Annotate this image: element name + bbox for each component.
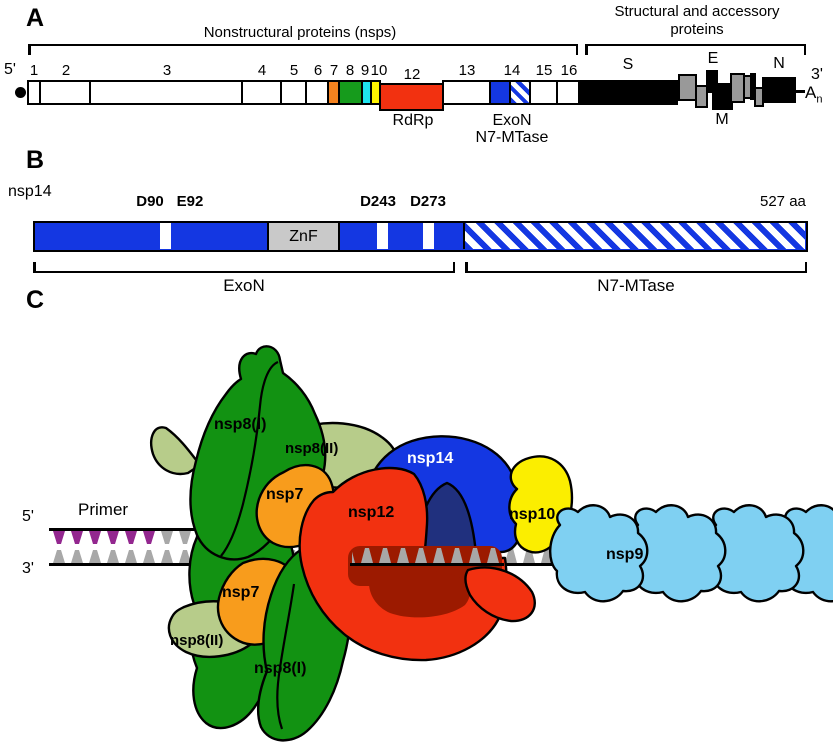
channel-bases bbox=[352, 547, 500, 563]
gap-d243 bbox=[377, 223, 388, 249]
panel-b-letter: B bbox=[26, 146, 45, 174]
orf-number-9: 9 bbox=[360, 62, 370, 79]
residue-e92: E92 bbox=[176, 193, 204, 210]
orf-number-15: 15 bbox=[535, 62, 553, 79]
n7-mtase-bracket bbox=[465, 262, 807, 273]
gap-d90 bbox=[160, 223, 171, 249]
nsp14-bar-label: nsp14 bbox=[8, 183, 52, 200]
orf-number-2: 2 bbox=[61, 62, 71, 79]
genome-three-prime-label: 3' bbox=[811, 66, 823, 83]
znf-label: ZnF bbox=[289, 227, 318, 245]
orf-number-1: 1 bbox=[29, 62, 39, 79]
residue-d90: D90 bbox=[136, 193, 164, 210]
orf-box-6 bbox=[305, 80, 329, 105]
orf-number-12: 12 bbox=[403, 66, 421, 83]
exon-label-a: ExoN bbox=[492, 112, 532, 129]
e-label: E bbox=[707, 50, 719, 67]
template-strand-in-channel bbox=[350, 563, 504, 566]
nsp10-label: nsp10 bbox=[509, 506, 556, 523]
orf-box-16 bbox=[556, 80, 580, 105]
nsp8i-top-label: nsp8(I) bbox=[214, 416, 267, 433]
orf-box-5 bbox=[280, 80, 307, 105]
nsp14-domain-bar: ZnF bbox=[33, 220, 808, 252]
n-label: N bbox=[773, 55, 785, 72]
rdrp-label: RdRp bbox=[392, 112, 434, 129]
nsp8-bottom-finger-contour bbox=[276, 583, 296, 730]
accessory-box-7b bbox=[750, 73, 756, 100]
residue-d273: D273 bbox=[410, 193, 446, 210]
nsp9-label: nsp9 bbox=[606, 546, 644, 563]
residue-d243: D243 bbox=[360, 193, 396, 210]
poly-a-letter: A bbox=[805, 83, 817, 102]
structural-label-line2: proteins bbox=[670, 21, 724, 38]
orf-number-4: 4 bbox=[257, 62, 267, 79]
accessory-box-3b bbox=[695, 85, 708, 108]
panel-a-letter: A bbox=[26, 4, 45, 32]
five-prime-cap-icon bbox=[15, 87, 26, 98]
complex-five-prime-label: 5' bbox=[22, 508, 34, 525]
poly-a-subscript: n bbox=[816, 93, 823, 106]
orf-number-13: 13 bbox=[458, 62, 476, 79]
nsp8i-bottom-label: nsp8(I) bbox=[254, 660, 307, 677]
m-label: M bbox=[715, 111, 729, 128]
nsp14-label: nsp14 bbox=[407, 450, 454, 467]
orf-number-5: 5 bbox=[289, 62, 299, 79]
nsp7-top-label: nsp7 bbox=[266, 486, 304, 503]
orf-number-7: 7 bbox=[329, 62, 339, 79]
znf-domain-box: ZnF bbox=[267, 220, 340, 252]
orf-number-3: 3 bbox=[162, 62, 172, 79]
structural-label-line1: Structural and accessory bbox=[614, 3, 780, 20]
poly-a-connector-line bbox=[794, 90, 805, 93]
structural-bracket bbox=[585, 44, 806, 55]
orf-number-8: 8 bbox=[345, 62, 355, 79]
orf-box-3 bbox=[89, 80, 243, 105]
n7-mtase-label-a: N7-MTase bbox=[475, 129, 549, 146]
orf-box-s bbox=[578, 80, 678, 105]
orf-number-16: 16 bbox=[560, 62, 578, 79]
exon-label-b: ExoN bbox=[223, 276, 265, 295]
nsp12-inner-shadow-shape bbox=[368, 569, 470, 618]
nsp12-label: nsp12 bbox=[348, 504, 395, 521]
orf-number-10: 10 bbox=[370, 62, 388, 79]
nsps-bracket bbox=[28, 44, 578, 55]
nsp8ii-top-label: nsp8(II) bbox=[285, 440, 339, 457]
exon-bracket bbox=[33, 262, 455, 273]
nsp12-lower-lobe-shape bbox=[464, 566, 536, 623]
nsp8ii-top-left-flap-shape bbox=[150, 426, 202, 476]
orf-box-15 bbox=[529, 80, 558, 105]
n7-mtase-label-b: N7-MTase bbox=[597, 276, 675, 295]
genome-five-prime-label: 5' bbox=[4, 61, 16, 78]
poly-a-label: An bbox=[805, 83, 822, 105]
nsp8ii-bottom-label: nsp8(II) bbox=[170, 632, 224, 649]
primer-base-pairs bbox=[50, 531, 160, 563]
panel-c-letter: C bbox=[26, 286, 45, 314]
nsp8-top-finger-contour bbox=[220, 360, 279, 557]
length-label: 527 aa bbox=[760, 193, 806, 210]
s-label: S bbox=[622, 56, 634, 73]
gap-d273 bbox=[423, 223, 434, 249]
nsps-bracket-label: Nonstructural proteins (nsps) bbox=[203, 24, 397, 41]
n7-mtase-hatched-region bbox=[463, 223, 805, 249]
orf-number-6: 6 bbox=[313, 62, 323, 79]
primer-label: Primer bbox=[78, 500, 129, 519]
complex-three-prime-label: 3' bbox=[22, 560, 34, 577]
orf-number-14: 14 bbox=[503, 62, 521, 79]
nsp7-bottom-label: nsp7 bbox=[222, 584, 260, 601]
